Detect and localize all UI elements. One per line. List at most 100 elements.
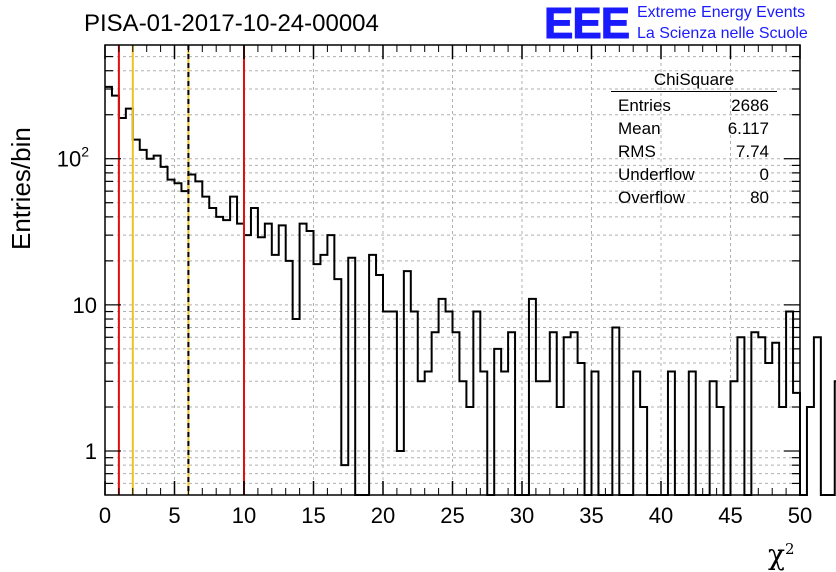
histogram-bin bbox=[765, 363, 772, 495]
x-axis-label-base: χ bbox=[768, 538, 785, 571]
stats-value: 2686 bbox=[731, 96, 769, 115]
stats-box: ChiSquare Entries 2686 Mean 6.117 RMS 7.74 Und… bbox=[611, 70, 777, 209]
histogram-bin bbox=[175, 183, 182, 495]
histogram-bin bbox=[501, 371, 508, 495]
histogram-bin bbox=[411, 312, 418, 495]
histogram-bin bbox=[480, 371, 487, 495]
histogram-bin bbox=[418, 381, 425, 495]
histogram-bin bbox=[737, 337, 744, 495]
axes: 0 5 10 15 20 25 30 35 40 45 50 1 10 102 bbox=[57, 45, 812, 528]
histogram-bin bbox=[300, 224, 307, 495]
x-tick-label: 25 bbox=[440, 503, 464, 528]
histogram-bin bbox=[494, 349, 501, 495]
stats-label: Underflow bbox=[618, 165, 695, 184]
histogram-bin bbox=[279, 225, 286, 495]
x-tick-label: 5 bbox=[168, 503, 180, 528]
histogram-bin bbox=[772, 343, 779, 495]
histogram-bin bbox=[216, 217, 223, 495]
histogram-bin bbox=[147, 159, 154, 495]
histogram-bin bbox=[459, 381, 466, 495]
x-tick-label: 40 bbox=[649, 503, 673, 528]
histogram-bin bbox=[161, 167, 168, 495]
histogram-bin bbox=[272, 255, 279, 495]
histogram-bin bbox=[369, 255, 376, 495]
histogram-bin bbox=[181, 191, 188, 495]
y-tick-label: 1 bbox=[85, 439, 97, 464]
x-tick-label: 15 bbox=[301, 503, 325, 528]
histogram-bin bbox=[327, 235, 334, 495]
histogram-bin bbox=[251, 208, 258, 495]
histogram-bin bbox=[154, 156, 161, 495]
histogram-bin bbox=[376, 275, 383, 495]
x-axis-label-sup: 2 bbox=[784, 540, 795, 558]
stats-label: Entries bbox=[618, 96, 671, 115]
stats-row-overflow: Overflow 80 bbox=[611, 186, 777, 209]
stats-row-entries: Entries 2686 bbox=[611, 94, 777, 117]
stats-value: 0 bbox=[759, 165, 769, 184]
eee-logo: EEE bbox=[543, 0, 630, 48]
x-tick-label: 10 bbox=[232, 503, 256, 528]
histogram-bin bbox=[341, 465, 348, 495]
histogram-bin bbox=[751, 332, 758, 495]
x-tick-label: 45 bbox=[718, 503, 742, 528]
stats-row-mean: Mean 6.117 bbox=[611, 117, 777, 140]
histogram-series bbox=[105, 85, 836, 496]
x-tick-label: 30 bbox=[510, 503, 534, 528]
histogram-bin bbox=[508, 332, 515, 495]
histogram-bin bbox=[592, 371, 599, 495]
logo-line1: Extreme Energy Events bbox=[637, 4, 806, 21]
y-tick-label: 10 bbox=[73, 293, 97, 318]
histogram-bin bbox=[731, 381, 738, 495]
histogram-bin bbox=[112, 96, 119, 495]
histogram-bin bbox=[786, 312, 793, 495]
histogram-bin bbox=[230, 197, 237, 495]
histogram-bin bbox=[807, 407, 814, 495]
stats-value: 6.117 bbox=[727, 119, 769, 138]
x-axis-label: χ2 bbox=[768, 538, 795, 571]
stats-value: 7.74 bbox=[735, 142, 769, 161]
logo-line2: La Scienza nelle Scuole bbox=[637, 25, 808, 42]
chart-title: PISA-01-2017-10-24-00004 bbox=[84, 10, 379, 37]
histogram-bin bbox=[119, 118, 126, 495]
histogram-bin bbox=[446, 312, 453, 495]
stats-value: 80 bbox=[750, 188, 769, 207]
stats-row-underflow: Underflow 0 bbox=[611, 163, 777, 186]
histogram-bin bbox=[758, 337, 765, 495]
histogram-bin bbox=[432, 332, 439, 495]
vertical-lines bbox=[117, 45, 245, 495]
histogram-bin bbox=[425, 371, 432, 495]
histogram-bin bbox=[133, 140, 140, 495]
histogram-bin bbox=[209, 208, 216, 495]
histogram-bin bbox=[390, 312, 397, 495]
histogram-bin bbox=[571, 332, 578, 495]
histogram-bin bbox=[453, 332, 460, 495]
histogram-bin bbox=[550, 332, 557, 495]
histogram-bin bbox=[814, 337, 821, 495]
y-axis-label: Entries/bin bbox=[6, 127, 36, 250]
histogram-bin bbox=[612, 328, 619, 495]
histogram-bin bbox=[202, 197, 209, 495]
histogram-bin bbox=[383, 312, 390, 495]
histogram-bin bbox=[195, 181, 202, 495]
stats-title: ChiSquare bbox=[611, 70, 777, 92]
x-tick-label: 35 bbox=[579, 503, 603, 528]
histogram-bin bbox=[348, 258, 355, 495]
histogram-outline bbox=[105, 85, 836, 496]
histogram-bin bbox=[314, 264, 321, 495]
histogram-bin bbox=[536, 381, 543, 495]
histogram-bin bbox=[543, 381, 550, 495]
x-tick-label: 20 bbox=[371, 503, 395, 528]
histogram-bin bbox=[105, 87, 112, 495]
stats-label: Mean bbox=[618, 119, 661, 138]
histogram-bin bbox=[793, 393, 800, 495]
histogram-bin bbox=[188, 174, 195, 495]
histogram-bin bbox=[473, 312, 480, 495]
y-tick-label: 102 bbox=[57, 144, 89, 172]
stats-label: Overflow bbox=[618, 188, 686, 207]
histogram-bin bbox=[286, 261, 293, 495]
stats-row-rms: RMS 7.74 bbox=[611, 140, 777, 163]
grid bbox=[105, 45, 800, 495]
x-tick-label: 0 bbox=[99, 503, 111, 528]
histogram-bin bbox=[633, 371, 640, 495]
